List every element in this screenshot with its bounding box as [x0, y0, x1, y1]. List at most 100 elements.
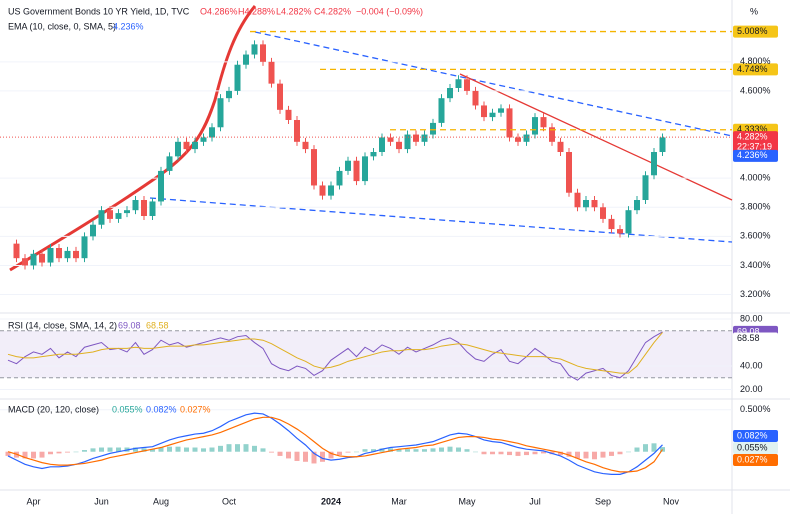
candle-body: [285, 109, 292, 120]
candle-body: [557, 141, 564, 152]
candle-body: [302, 141, 309, 150]
candle-body: [141, 200, 147, 216]
x-tick-label: Mar: [391, 496, 407, 506]
y-tick-label: 4.000%: [740, 173, 771, 183]
axis-value-box: [733, 442, 778, 454]
candle-body: [362, 156, 368, 182]
histogram-bar: [422, 449, 427, 452]
histogram-bar: [260, 448, 266, 452]
y-tick-label: 20.00: [740, 384, 763, 394]
histogram-bar: [456, 447, 461, 452]
axis-value-label: 68.58: [737, 333, 760, 343]
candle-body: [294, 120, 300, 142]
candle-body: [39, 253, 45, 263]
x-tick-label: Jun: [94, 496, 109, 506]
candle-body: [217, 98, 224, 128]
y-tick-label: 3.800%: [740, 202, 771, 212]
histogram-bar: [524, 451, 529, 456]
histogram-bar: [201, 448, 206, 452]
histogram-bar: [515, 451, 521, 456]
histogram-bar: [311, 451, 317, 464]
histogram-bar: [56, 451, 62, 454]
plot-layer: 5.008%4.748%4.333%4.236%69.0868.580.082%…: [0, 25, 778, 475]
candle-body: [64, 250, 71, 259]
axis-value-label: 5.008%: [737, 26, 768, 36]
trendline-lower: [149, 197, 733, 243]
histogram-bar: [252, 445, 257, 452]
candle-body: [515, 137, 521, 142]
candle-body: [56, 248, 62, 259]
chart-title: US Government Bonds 10 YR Yield, 1D, TVC: [8, 6, 190, 16]
histogram-bar: [269, 451, 274, 453]
candle-body: [234, 64, 241, 91]
histogram-bar: [107, 447, 113, 452]
histogram-bar: [82, 450, 87, 452]
countdown-label: 22:37:19: [737, 142, 772, 152]
histogram-bar: [48, 451, 53, 455]
series-line: [7, 412, 663, 475]
candle-body: [472, 90, 479, 106]
candle-body: [659, 137, 666, 152]
histogram-bar: [481, 451, 487, 455]
axis-value-box: [733, 63, 778, 76]
axis-value-box: [733, 25, 778, 38]
candle-body: [132, 200, 139, 211]
candle-body: [345, 160, 351, 171]
histogram-bar: [413, 449, 419, 452]
histogram-bar: [184, 447, 189, 452]
histogram-bar: [116, 447, 121, 452]
candle-body: [387, 137, 394, 142]
candle-body: [158, 170, 164, 202]
axis-unit: %: [750, 6, 758, 16]
candle-body: [566, 152, 572, 193]
candle-body: [81, 236, 88, 259]
histogram-bar: [39, 451, 45, 458]
histogram-bar: [490, 451, 495, 455]
histogram-bar: [99, 447, 104, 452]
histogram-bar: [583, 451, 589, 459]
y-tick-label: 3.600%: [740, 231, 771, 241]
histogram-bar: [362, 449, 368, 452]
candle-body: [30, 253, 37, 266]
axis-value-box: [733, 149, 778, 162]
candle-body: [370, 152, 377, 157]
candle-body: [268, 61, 275, 84]
candle-body: [549, 127, 555, 142]
axis-value-label: 0.027%: [737, 454, 768, 464]
candle-body: [413, 134, 419, 142]
ohlc-value: L4.282%: [276, 6, 312, 16]
candle-body: [115, 213, 122, 219]
y-tick-label: 4.800%: [740, 56, 771, 66]
histogram-bar: [22, 451, 28, 459]
y-tick-label: 80.00: [740, 313, 763, 323]
candle-body: [192, 141, 198, 150]
legend-value: 68.58: [146, 320, 169, 330]
histogram-bar: [328, 451, 334, 459]
histogram-bar: [532, 451, 538, 455]
histogram-bar: [31, 451, 36, 459]
x-tick-label: Apr: [26, 496, 40, 506]
axis-value-box: [733, 430, 778, 442]
candle-body: [574, 192, 581, 208]
current-price-box: [733, 131, 778, 154]
axis-value-label: 0.055%: [737, 442, 768, 452]
histogram-bar: [277, 451, 283, 456]
histogram-bar: [660, 447, 665, 452]
histogram-bar: [209, 447, 215, 452]
candle-body: [404, 134, 411, 150]
candle-body: [251, 44, 258, 55]
candle-body: [149, 201, 156, 216]
y-tick-label: 40.00: [740, 360, 763, 370]
histogram-bar: [354, 451, 359, 453]
histogram-bar: [286, 451, 291, 459]
histogram-bar: [507, 451, 512, 456]
macd-title: MACD (20, 120, close): [8, 404, 99, 414]
candle-body: [13, 243, 20, 259]
histogram-bar: [439, 447, 444, 452]
histogram-bar: [345, 451, 351, 453]
legend-value: 0.055%: [112, 404, 143, 414]
histogram-bar: [243, 444, 249, 452]
candle-body: [124, 210, 130, 214]
x-tick-label: Nov: [663, 496, 680, 506]
series-line: [7, 332, 663, 374]
